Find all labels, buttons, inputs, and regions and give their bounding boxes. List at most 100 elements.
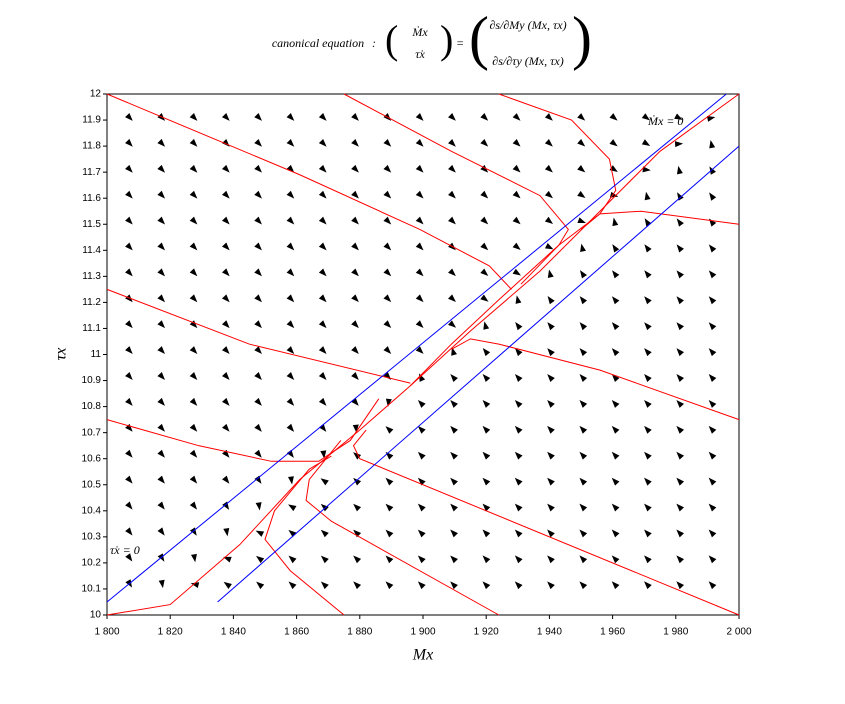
field-arrow [286, 216, 295, 225]
field-arrow [577, 190, 586, 199]
y-tick-label: 11.6 [82, 193, 101, 204]
field-arrow [612, 217, 619, 227]
field-arrow [448, 294, 456, 303]
field-arrow [579, 399, 588, 408]
field-arrow [579, 425, 588, 434]
y-tick-label: 11.7 [82, 167, 101, 178]
y-tick-label: 11.1 [82, 323, 101, 334]
field-arrow [353, 477, 362, 486]
field-arrow [448, 268, 456, 277]
field-arrow [318, 216, 327, 225]
field-arrow [286, 190, 295, 199]
field-arrow [644, 218, 652, 227]
field-arrow [189, 164, 198, 173]
field-arrow [482, 581, 491, 590]
field-arrow [189, 372, 198, 380]
field-arrow [125, 216, 133, 225]
field-arrow [708, 348, 717, 357]
field-arrow [547, 451, 555, 460]
field-arrow [351, 372, 359, 380]
field-arrow [676, 581, 685, 590]
field-arrow [644, 529, 652, 538]
field-arrow [157, 423, 165, 432]
field-arrow [286, 397, 295, 406]
field-arrow [451, 347, 457, 356]
field-arrow [318, 138, 327, 147]
field-arrow [547, 269, 554, 278]
field-arrow [644, 270, 652, 279]
field-arrow [318, 294, 327, 303]
field-arrow [676, 529, 685, 538]
equals: = [456, 36, 464, 50]
field-arrow [318, 190, 327, 199]
field-arrow [223, 581, 232, 589]
field-arrow [708, 451, 717, 460]
chart-title: canonical equation [272, 36, 364, 50]
field-arrow [547, 425, 555, 434]
field-arrow [514, 451, 523, 460]
field-arrow [157, 372, 165, 380]
field-arrow [547, 322, 555, 331]
field-arrow [287, 476, 294, 485]
field-arrow [676, 165, 683, 175]
field-arrow [547, 477, 555, 486]
field-arrow [383, 138, 392, 147]
field-arrow [157, 320, 166, 329]
x-tick-label: 1 860 [284, 627, 309, 638]
field-arrow [611, 399, 620, 408]
field-arrow [417, 451, 426, 460]
field-arrow [223, 556, 232, 563]
field-arrow [383, 242, 392, 251]
field-arrow [318, 268, 327, 277]
field-arrow [544, 164, 553, 173]
field-arrow [450, 503, 458, 512]
field-arrow [676, 503, 685, 512]
y-tick-label: 10.7 [82, 427, 102, 438]
field-arrow [125, 320, 133, 329]
field-arrow [450, 399, 458, 408]
field-arrow [579, 348, 588, 357]
field-arrow [644, 503, 652, 512]
field-arrow [318, 423, 327, 432]
field-arrow [644, 322, 652, 331]
field-arrow [512, 113, 521, 121]
field-arrow [125, 553, 133, 562]
field-arrow [547, 555, 555, 564]
field-arrow [254, 138, 262, 147]
field-arrow [286, 138, 295, 147]
x-tick-label: 1 820 [158, 627, 183, 638]
annotation: τ̇x = 0 [110, 543, 140, 557]
field-arrow [708, 529, 717, 538]
field-arrow [383, 268, 392, 277]
field-arrow [318, 113, 327, 121]
field-arrow [288, 555, 297, 564]
field-arrow [254, 113, 262, 121]
field-arrow [514, 348, 523, 357]
field-arrow [579, 477, 588, 486]
field-arrow [577, 217, 586, 224]
field-arrow [286, 449, 294, 458]
field-arrow [383, 164, 392, 173]
field-arrow [351, 397, 359, 406]
field-arrow [125, 346, 133, 355]
field-arrow [644, 581, 652, 590]
field-arrow [480, 190, 489, 199]
x-tick-label: 1 900 [410, 627, 435, 638]
field-arrow [417, 503, 426, 512]
field-arrow [189, 242, 198, 251]
field-arrow [547, 399, 555, 408]
field-arrow [482, 477, 491, 486]
field-arrow [318, 242, 327, 251]
field-arrow [708, 425, 717, 434]
field-arrow [415, 294, 424, 303]
curve [106, 93, 512, 290]
field-arrow [482, 348, 491, 357]
field-arrow [318, 372, 327, 380]
field-arrow [415, 113, 424, 121]
field-arrow [320, 529, 329, 538]
field-arrow [221, 164, 230, 173]
annotation: Ṁx = 0 [647, 114, 683, 128]
field-arrow [221, 397, 230, 406]
field-arrow [417, 425, 426, 434]
field-arrow [450, 555, 458, 564]
